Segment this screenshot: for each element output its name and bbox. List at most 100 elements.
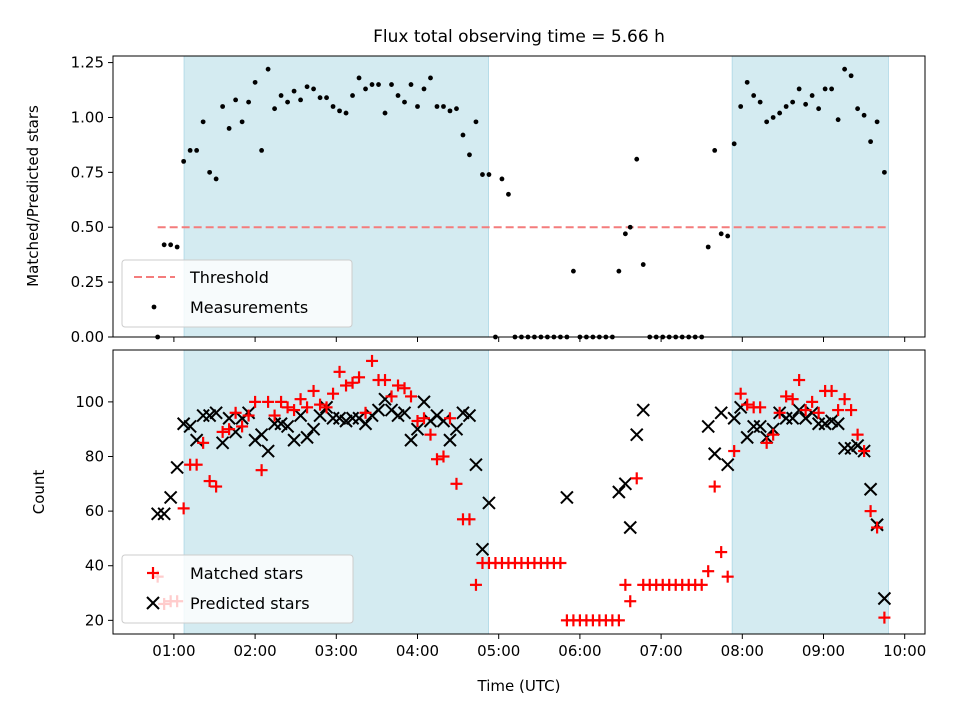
matched-star-point <box>353 371 366 384</box>
matched-star-point <box>288 404 301 417</box>
matched-star-point <box>728 445 741 458</box>
measurement-point <box>194 147 200 153</box>
y-tick-label: 0.50 <box>71 218 104 236</box>
matched-star-point <box>630 472 643 485</box>
matched-star-point <box>190 458 203 471</box>
matched-star-point <box>379 374 392 387</box>
matched-star-point <box>430 453 443 466</box>
measurement-point <box>291 88 297 94</box>
legend-threshold-label: Threshold <box>189 268 269 287</box>
measurement-point <box>744 79 750 85</box>
y-tick-label: 0.00 <box>71 328 104 346</box>
matched-star-point <box>741 398 754 411</box>
predicted-star-point <box>805 406 819 420</box>
predicted-star-point <box>254 427 269 442</box>
y-tick-label: 0.25 <box>71 273 104 291</box>
predicted-star-point <box>707 447 722 461</box>
matched-star-point <box>443 412 456 425</box>
top-panel: 0.00 0.25 0.50 0.75 1.00 1.25 Matched/Predict… <box>24 54 926 346</box>
predicted-star-point <box>720 457 735 472</box>
predicted-star-point <box>740 430 754 445</box>
x-tick-label: 04:00 <box>396 642 439 660</box>
predicted-star-point <box>300 430 314 445</box>
measurement-point <box>725 233 731 239</box>
predicted-star-point <box>345 411 360 425</box>
matched-star-point <box>262 395 275 408</box>
predicted-star-point <box>183 419 197 434</box>
predicted-star-point <box>753 419 767 434</box>
matched-star-point <box>437 450 450 463</box>
x-tick-label: 01:00 <box>152 642 195 660</box>
predicted-star-point <box>358 417 373 431</box>
matched-star-point <box>197 436 210 449</box>
matched-star-point <box>255 464 268 477</box>
y-tick-label: 80 <box>85 448 104 466</box>
matched-star-point <box>715 546 728 559</box>
matched-star-point <box>268 409 281 422</box>
measurement-point <box>415 104 420 109</box>
matched-star-point <box>825 384 838 397</box>
measurement-point <box>835 117 841 123</box>
legend-predicted-label: Predicted stars <box>190 594 310 613</box>
matched-star-point <box>327 387 340 400</box>
predicted-star-point <box>157 507 171 521</box>
predicted-star-point <box>150 507 165 521</box>
y-tick-label: 20 <box>85 611 104 629</box>
predicted-star-point <box>397 406 412 420</box>
measurement-point <box>480 172 485 177</box>
matched-star-point <box>806 395 819 408</box>
matched-star-point <box>210 480 223 493</box>
predicted-star-point <box>612 485 626 499</box>
measurement-point <box>738 104 744 109</box>
matched-star-point <box>767 428 780 441</box>
measurement-point <box>627 224 633 230</box>
predicted-star-point <box>623 520 637 535</box>
measurement-point <box>350 93 355 98</box>
matched-star-point <box>708 480 721 493</box>
measurement-point <box>467 152 472 158</box>
predicted-star-point <box>189 433 204 447</box>
measurement-point <box>473 119 479 125</box>
matched-star-point <box>307 384 320 397</box>
matched-star-point <box>773 406 786 419</box>
measurement-point <box>796 86 802 92</box>
y-tick-label: 40 <box>85 557 104 575</box>
x-tick-label: 06:00 <box>558 642 601 660</box>
x-tick-label: 09:00 <box>802 642 845 660</box>
predicted-star-point <box>630 427 644 442</box>
matched-star-point <box>624 595 637 608</box>
measurement-point <box>764 119 770 125</box>
matched-star-point <box>793 374 806 387</box>
measurement-point <box>874 119 880 125</box>
predicted-star-point <box>170 460 184 475</box>
predicted-star-point <box>701 419 715 434</box>
predicted-star-point <box>280 419 295 434</box>
predicted-star-point <box>449 422 464 436</box>
legend-measurements-marker <box>151 304 157 310</box>
measurement-point <box>454 106 459 112</box>
matched-star-point <box>721 570 734 583</box>
predicted-star-point <box>306 422 321 436</box>
matched-star-point <box>366 354 379 367</box>
measurement-point <box>616 268 622 274</box>
predicted-star-point <box>378 392 392 406</box>
measurement-point <box>395 93 401 98</box>
measurement-point <box>816 106 822 112</box>
matched-star-point <box>832 404 845 417</box>
predicted-star-point <box>785 411 800 425</box>
chart-title: Flux total observing time = 5.66 h <box>373 27 665 47</box>
predicted-star-point <box>560 490 574 505</box>
predicted-star-point <box>410 422 425 436</box>
predicted-star-point <box>714 406 728 420</box>
predicted-star-point <box>837 441 852 456</box>
matched-star-point <box>203 475 216 488</box>
x-tick-label: 03:00 <box>315 642 358 660</box>
x-tick-label: 05:00 <box>477 642 520 660</box>
predicted-star-point <box>215 436 230 450</box>
measurement-point <box>486 172 492 177</box>
predicted-star-point <box>371 403 386 417</box>
bottom-panel-frame <box>112 349 926 635</box>
measurement-point <box>207 169 213 175</box>
measurement-point <box>842 66 848 72</box>
